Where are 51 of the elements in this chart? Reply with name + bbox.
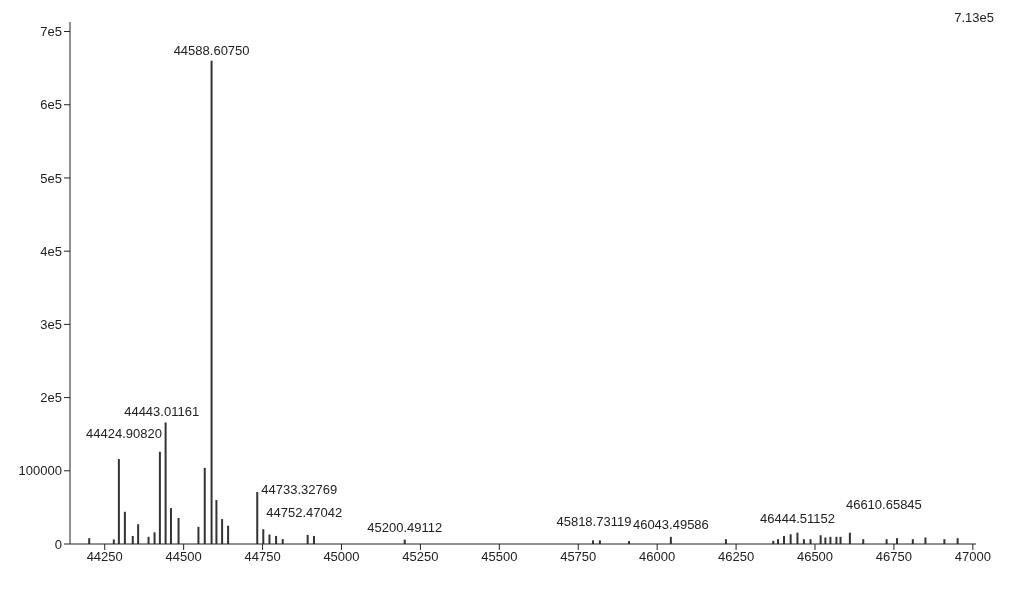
y-tick-label: 4e5 xyxy=(40,243,62,259)
bar xyxy=(924,537,927,544)
bar xyxy=(137,524,140,544)
bar xyxy=(268,534,271,544)
bar xyxy=(169,508,172,544)
bar xyxy=(177,518,180,544)
x-tick-label: 45500 xyxy=(481,549,518,565)
x-tick-label: 45000 xyxy=(323,549,360,565)
annotation: 44443.01161 xyxy=(124,404,200,420)
x-tick-label: 46750 xyxy=(875,549,912,565)
bar xyxy=(210,60,213,544)
annotation: 44588.60750 xyxy=(173,42,250,58)
x-tick-label: 46250 xyxy=(718,549,755,565)
bar xyxy=(824,537,827,544)
annotation: 44752.47042 xyxy=(266,505,343,521)
y-tick-label: 100000 xyxy=(18,463,62,479)
annotation: 45818.73119 xyxy=(556,514,632,530)
x-tick-label: 44500 xyxy=(165,549,202,565)
annotation: 46043.49586 xyxy=(632,516,709,532)
bar xyxy=(153,532,156,544)
annotation: 45200.49112 xyxy=(367,519,443,535)
y-tick-label: 6e5 xyxy=(40,97,62,113)
bar xyxy=(262,529,265,544)
annotation: 44424.90820 xyxy=(86,425,162,441)
annotation: 44733.32769 xyxy=(261,482,338,498)
bar xyxy=(256,492,259,544)
x-tick-label: 45750 xyxy=(560,549,597,565)
annotation: 7.13e5 xyxy=(954,10,994,25)
y-tick-label: 0 xyxy=(54,536,62,552)
bar xyxy=(123,511,126,544)
annotation: 46610.65845 xyxy=(845,496,922,512)
y-tick-label: 7e5 xyxy=(40,24,62,40)
bar xyxy=(164,422,167,544)
annotation: 46444.51152 xyxy=(760,510,835,526)
bar xyxy=(158,451,161,544)
bar xyxy=(221,519,224,544)
x-tick-label: 46500 xyxy=(796,549,834,565)
bar xyxy=(197,526,200,544)
bar xyxy=(203,467,206,544)
x-tick-label: 47000 xyxy=(954,549,991,565)
x-tick-label: 44750 xyxy=(244,549,281,565)
x-tick-label: 46000 xyxy=(639,549,676,565)
x-tick-label: 44250 xyxy=(86,549,123,565)
y-tick-label: 2e5 xyxy=(40,390,62,406)
bar xyxy=(215,500,218,544)
y-tick-label: 5e5 xyxy=(40,170,62,186)
y-tick-label: 3e5 xyxy=(40,316,62,332)
x-tick-label: 45250 xyxy=(402,549,439,565)
bar xyxy=(789,534,792,544)
bar xyxy=(117,459,120,544)
bar xyxy=(227,525,230,544)
